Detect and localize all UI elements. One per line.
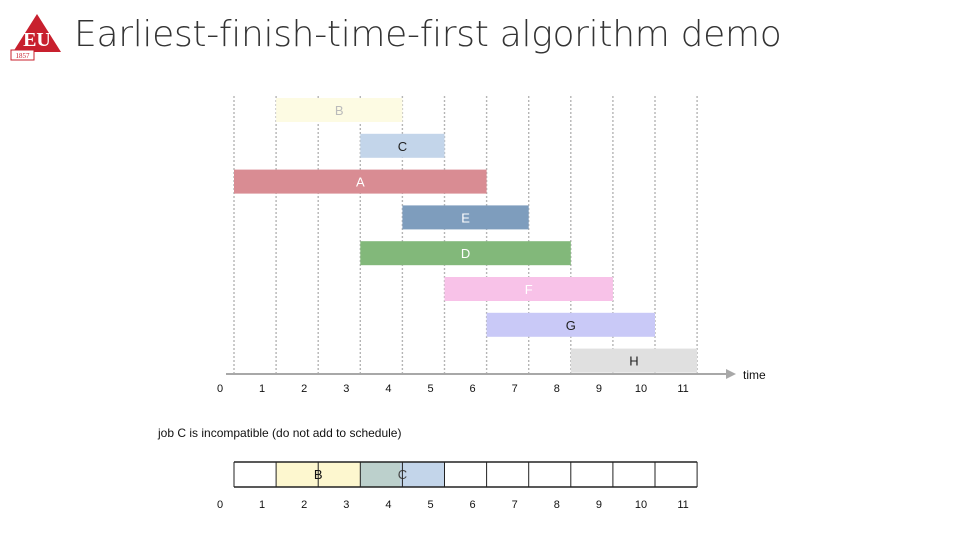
logo-year-box bbox=[10, 49, 35, 61]
schedule-tick-label: 3 bbox=[343, 499, 349, 511]
logo-year: 1857 bbox=[16, 52, 31, 60]
job-label-f: F bbox=[525, 282, 533, 297]
job-bar-e bbox=[402, 205, 529, 230]
schedule-tick-label: 11 bbox=[677, 499, 688, 511]
schedule-tick-label: 2 bbox=[301, 499, 307, 511]
schedule-tick-label: 1 bbox=[259, 499, 265, 511]
schedule-tick-label: 5 bbox=[427, 499, 433, 511]
axis-tick-label: 2 bbox=[301, 383, 307, 395]
schedule-tick-label: 8 bbox=[554, 499, 560, 511]
schedule-tick-label: 6 bbox=[470, 499, 476, 511]
job-label-c: C bbox=[398, 139, 407, 154]
time-axis-arrowhead bbox=[726, 369, 736, 379]
job-bar-a bbox=[234, 169, 487, 194]
schedule-tick-label: 7 bbox=[512, 499, 518, 511]
job-label-b: B bbox=[335, 103, 344, 118]
axis-tick-label: 0 bbox=[217, 383, 223, 395]
axis-tick-label: 4 bbox=[385, 383, 391, 395]
axis-tick-label: 8 bbox=[554, 383, 560, 395]
page-title: Earliest-finish-time-first algorithm dem… bbox=[74, 14, 782, 55]
schedule-overlap-region bbox=[360, 462, 401, 487]
schedule-tick-label: 0 bbox=[217, 499, 223, 511]
axis-tick-label: 3 bbox=[343, 383, 349, 395]
axis-tick-label: 10 bbox=[635, 383, 647, 395]
schedule-tick-label: 9 bbox=[596, 499, 602, 511]
job-bar-c bbox=[360, 133, 445, 158]
job-bar-d bbox=[360, 241, 571, 266]
job-label-g: G bbox=[566, 318, 576, 333]
axis-tick-label: 9 bbox=[596, 383, 602, 395]
job-bar-g bbox=[486, 312, 655, 337]
schedule-note: job C is incompatible (do not add to sch… bbox=[158, 426, 402, 440]
axis-tick-label: 6 bbox=[470, 383, 476, 395]
axis-tick-label: 11 bbox=[677, 383, 688, 395]
job-label-e: E bbox=[461, 210, 470, 225]
axis-tick-label: 1 bbox=[259, 383, 265, 395]
job-label-d: D bbox=[461, 246, 470, 261]
logo-text: EU bbox=[23, 29, 51, 51]
university-logo: EU 1857 bbox=[10, 12, 64, 62]
schedule-tick-label: 10 bbox=[635, 499, 647, 511]
job-bar-b bbox=[276, 98, 403, 122]
job-bar-h bbox=[570, 348, 698, 373]
logo-triangle bbox=[13, 14, 61, 52]
job-bar-f bbox=[444, 277, 613, 301]
time-axis-label: time bbox=[743, 368, 766, 382]
job-label-h: H bbox=[629, 354, 638, 369]
schedule-tick-label: 4 bbox=[385, 499, 391, 511]
axis-tick-label: 7 bbox=[512, 383, 518, 395]
axis-tick-label: 5 bbox=[427, 383, 433, 395]
job-label-a: A bbox=[356, 175, 365, 190]
